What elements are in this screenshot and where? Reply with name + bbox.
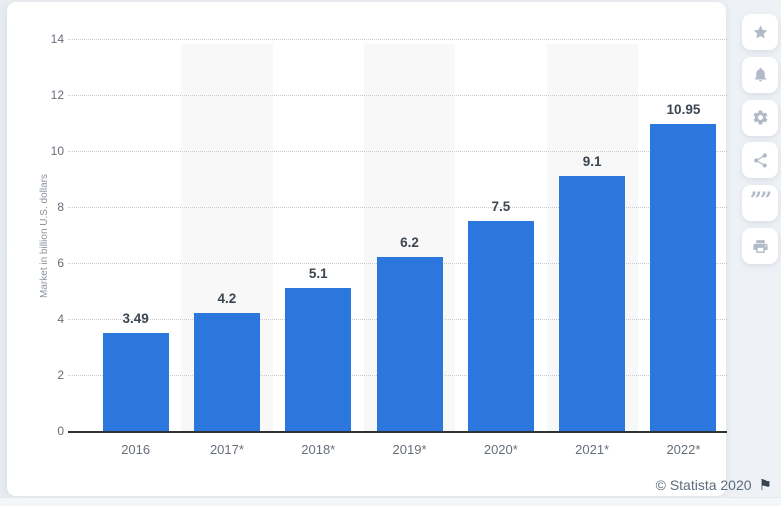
bar-value-label: 6.2 xyxy=(400,235,419,250)
x-tick-label-2022*: 2022* xyxy=(666,442,701,457)
bar-2022*[interactable] xyxy=(650,124,717,431)
bar-2018*[interactable] xyxy=(285,288,352,431)
x-tick-label-2019*: 2019* xyxy=(392,442,427,457)
bar-2019*[interactable] xyxy=(376,257,443,431)
x-tick-label-2016: 2016 xyxy=(121,442,151,457)
y-tick-label-6: 6 xyxy=(57,256,64,270)
quote-button[interactable]: ”” xyxy=(742,185,778,222)
x-tick-label-2021*: 2021* xyxy=(575,442,610,457)
bar-value-label: 10.95 xyxy=(666,102,701,117)
y-tick-label-8: 8 xyxy=(57,200,64,214)
bar-value-label: 5.1 xyxy=(308,266,328,281)
gridline-12 xyxy=(68,95,727,96)
bar-value-label: 3.49 xyxy=(122,311,149,326)
gridline-8 xyxy=(68,207,727,208)
share-button[interactable] xyxy=(742,142,778,179)
flag-icon[interactable]: ⚑ xyxy=(758,477,772,494)
gridline-10 xyxy=(68,151,727,152)
share-icon xyxy=(752,152,769,169)
print-icon xyxy=(752,238,769,255)
bell-icon xyxy=(752,66,769,83)
bar-value-label: 4.2 xyxy=(217,291,237,306)
y-tick-label-4: 4 xyxy=(57,312,64,326)
y-tick-label-0: 0 xyxy=(57,424,64,438)
bar-2020*[interactable] xyxy=(467,221,534,431)
y-tick-label-14: 14 xyxy=(50,32,64,46)
x-tick-label-2018*: 2018* xyxy=(301,442,336,457)
gear-icon xyxy=(752,109,769,126)
y-tick-label-2: 2 xyxy=(57,368,64,382)
gear-button[interactable] xyxy=(742,99,778,136)
bar-value-label: 7.5 xyxy=(491,199,511,214)
footer: © Statista 2020 ⚑ xyxy=(656,476,772,494)
star-icon xyxy=(752,24,769,41)
y-tick-label-10: 10 xyxy=(50,144,64,158)
gridline-14 xyxy=(68,39,727,40)
print-button[interactable] xyxy=(742,228,778,264)
star-button[interactable] xyxy=(742,14,778,50)
quote-icon: ”” xyxy=(749,187,772,213)
bar-2021*[interactable] xyxy=(559,176,626,431)
bottom-strip xyxy=(0,497,781,506)
x-axis-line xyxy=(68,431,727,433)
x-tick-label-2017*: 2017* xyxy=(209,442,244,457)
bar-2016[interactable] xyxy=(102,333,169,431)
bar-2017*[interactable] xyxy=(193,313,260,431)
copyright-text: © Statista 2020 xyxy=(655,477,752,493)
bell-button[interactable] xyxy=(742,56,778,93)
bar-value-label: 9.1 xyxy=(582,154,602,169)
x-tick-label-2020*: 2020* xyxy=(483,442,518,457)
y-tick-label-12: 12 xyxy=(50,88,64,102)
